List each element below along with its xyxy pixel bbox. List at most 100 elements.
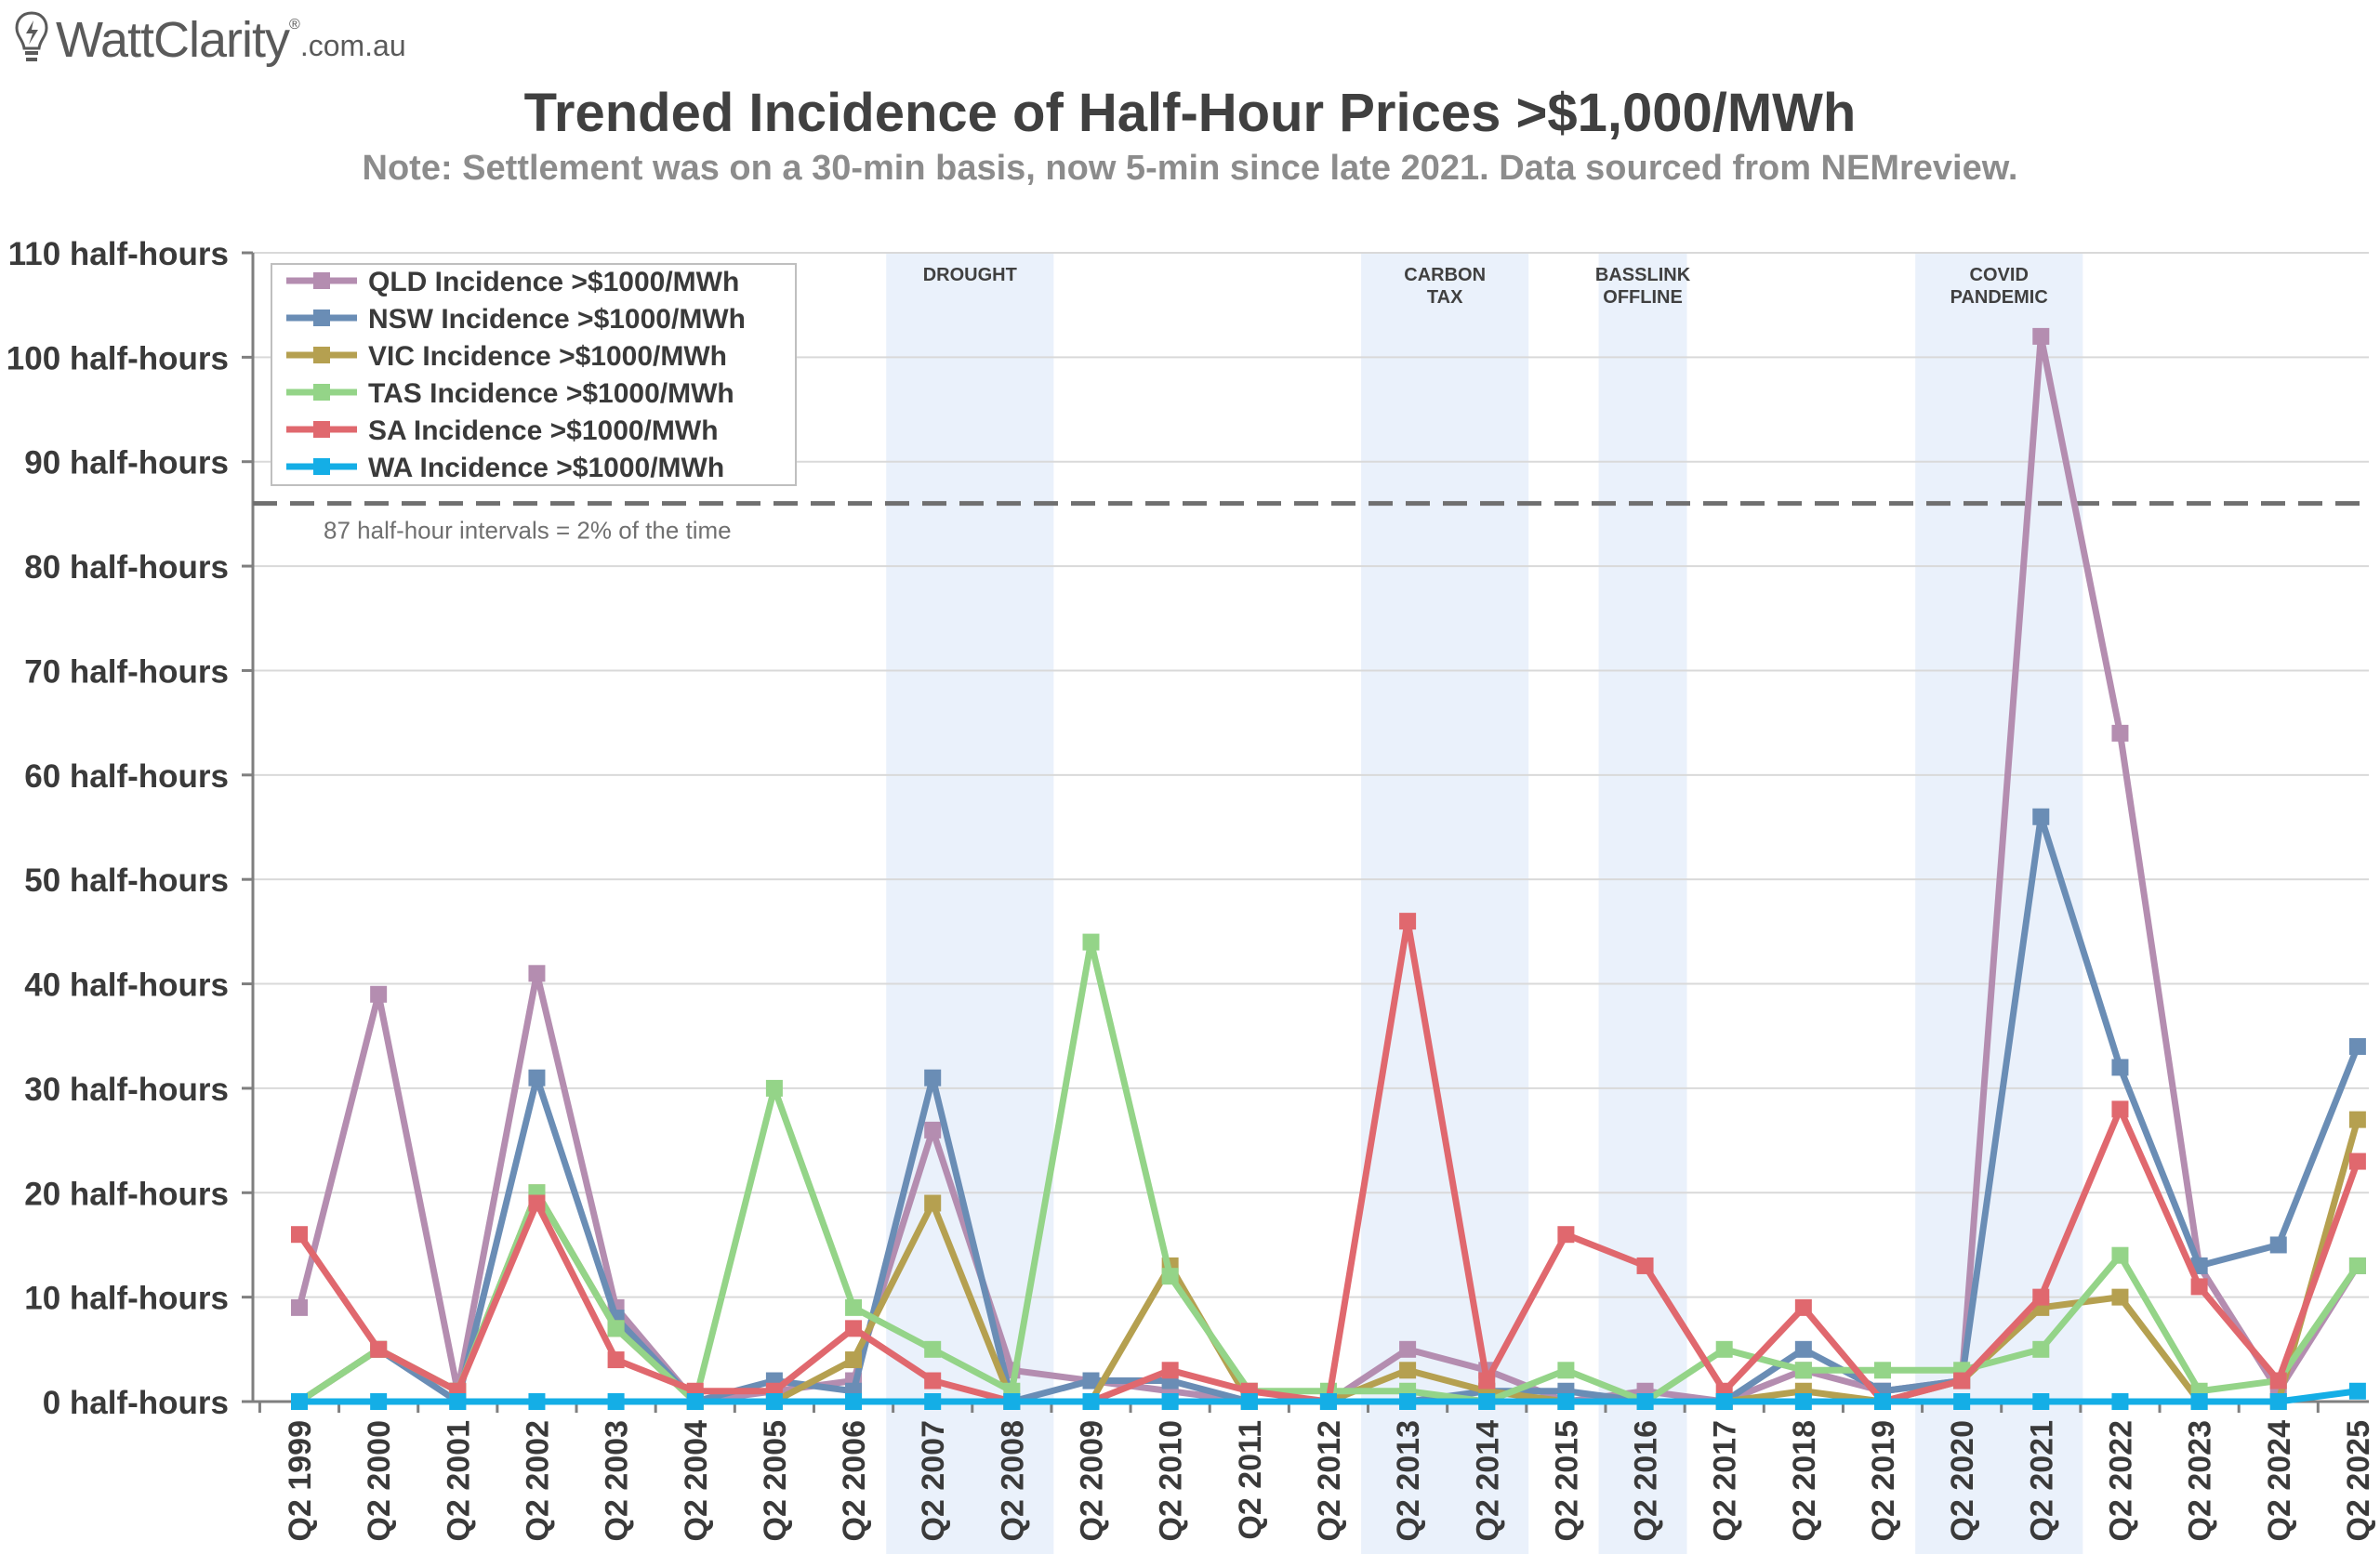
shaded-period-band xyxy=(1598,253,1687,1554)
series-group xyxy=(291,327,2366,1410)
data-point xyxy=(2348,1382,2366,1400)
y-tick-label: 100 half-hours xyxy=(7,340,229,376)
data-point xyxy=(2032,327,2050,345)
data-point xyxy=(2032,1288,2050,1306)
y-tick-label: 0 half-hours xyxy=(43,1385,229,1421)
tick-labels: 0 half-hours 10 half-hours 20 half-hours 30… xyxy=(7,236,2376,1541)
x-tick-label: Q2 2002 xyxy=(520,1420,555,1541)
legend-label: NSW Incidence >$1000/MWh xyxy=(368,304,746,335)
data-point xyxy=(924,1069,942,1086)
data-point xyxy=(924,1372,942,1389)
data-point xyxy=(1953,1372,1971,1389)
data-point xyxy=(2032,808,2050,825)
x-tick-label: Q2 2019 xyxy=(1866,1420,1901,1541)
shaded-period-label-line: TAX xyxy=(1427,287,1463,308)
x-tick-label: Q2 2018 xyxy=(1787,1420,1822,1541)
data-point xyxy=(291,1226,308,1244)
x-tick-label: Q2 2014 xyxy=(1470,1420,1505,1542)
data-point xyxy=(1953,1393,1971,1410)
data-point xyxy=(291,1298,308,1316)
shaded-period-label: COVID PANDEMIC xyxy=(1950,265,2048,308)
data-point xyxy=(1557,1226,1575,1244)
x-tick-label: Q2 2024 xyxy=(2262,1420,2297,1542)
data-point xyxy=(2032,1393,2050,1410)
shaded-periods: DROUGHT CARBON TAX BASSLINK OFFLINE COVID PAND… xyxy=(886,253,2083,1554)
data-point xyxy=(607,1393,625,1410)
x-tick-label: Q2 2013 xyxy=(1391,1420,1426,1541)
reference-line-group: 87 half-hour intervals = 2% of the time xyxy=(253,501,2369,545)
legend-box xyxy=(271,263,797,486)
y-tick-label: 30 half-hours xyxy=(24,1072,229,1108)
data-point xyxy=(2190,1393,2208,1410)
legend-swatch-marker xyxy=(313,421,330,438)
data-point xyxy=(1874,1393,1891,1410)
brand-domain: .com.au xyxy=(299,29,406,62)
data-point xyxy=(370,1340,388,1358)
shaded-period-label-line: OFFLINE xyxy=(1603,287,1683,308)
y-tick-label: 50 half-hours xyxy=(24,863,229,899)
x-tick-label: Q2 2003 xyxy=(600,1420,635,1541)
legend-swatch-marker xyxy=(313,272,330,289)
chart-title: Trended Incidence of Half-Hour Prices >$… xyxy=(523,83,1857,143)
data-point xyxy=(607,1320,625,1337)
x-tick-label: Q2 2000 xyxy=(362,1420,397,1541)
data-point xyxy=(2190,1278,2208,1296)
shaded-period-label-line: PANDEMIC xyxy=(1950,287,2048,308)
data-point xyxy=(607,1351,625,1369)
data-point xyxy=(1794,1393,1812,1410)
data-point xyxy=(2111,1100,2129,1118)
data-point xyxy=(1794,1362,1812,1379)
shaded-period-label-line: BASSLINK xyxy=(1595,265,1691,285)
data-point xyxy=(686,1393,704,1410)
x-tick-label: Q2 2015 xyxy=(1549,1420,1584,1541)
chart-subtitle: Note: Settlement was on a 30-min basis, … xyxy=(362,149,2018,188)
y-tick-label: 110 half-hours xyxy=(8,236,229,272)
data-point xyxy=(1399,913,1417,930)
data-point xyxy=(1715,1340,1733,1358)
shaded-period-label: BASSLINK OFFLINE xyxy=(1595,265,1691,308)
x-tick-label: Q2 2010 xyxy=(1154,1420,1189,1541)
data-point xyxy=(2269,1236,2287,1254)
x-tick-label: Q2 2025 xyxy=(2341,1420,2376,1541)
data-point xyxy=(924,1340,942,1358)
data-point xyxy=(1082,1393,1100,1410)
legend-swatch-marker xyxy=(313,458,330,475)
data-point xyxy=(1161,1362,1179,1379)
data-point xyxy=(1874,1362,1891,1379)
x-tick-label: Q2 2016 xyxy=(1629,1420,1664,1541)
data-point xyxy=(1161,1393,1179,1410)
data-point xyxy=(2348,1111,2366,1128)
y-tick-label: 70 half-hours xyxy=(24,653,229,690)
lightbulb-icon xyxy=(15,11,48,61)
x-tick-label: Q2 2022 xyxy=(2103,1420,2138,1541)
brand-logo: WattClarity ® .com.au xyxy=(13,7,406,72)
data-point xyxy=(370,985,388,1003)
legend-swatch-marker xyxy=(313,384,330,401)
data-point xyxy=(528,1194,546,1212)
data-point xyxy=(924,1393,942,1410)
data-point xyxy=(924,1194,942,1212)
data-point xyxy=(2111,1288,2129,1306)
data-point xyxy=(765,1393,783,1410)
data-point xyxy=(1399,1362,1417,1379)
shaded-period-label-line: COVID xyxy=(1970,265,2029,285)
reference-line-label: 87 half-hour intervals = 2% of the time xyxy=(324,517,732,545)
x-tick-label: Q2 2008 xyxy=(995,1420,1030,1541)
data-point xyxy=(1794,1340,1812,1358)
x-tick-label: Q2 2009 xyxy=(1075,1420,1110,1541)
data-point xyxy=(2269,1372,2287,1389)
data-point xyxy=(845,1393,863,1410)
data-point xyxy=(2032,1340,2050,1358)
x-tick-label: Q2 2007 xyxy=(916,1420,951,1541)
data-point xyxy=(449,1393,467,1410)
data-point xyxy=(1399,1393,1417,1410)
data-point xyxy=(1636,1257,1654,1274)
data-point xyxy=(845,1320,863,1337)
x-tick-label: Q2 2001 xyxy=(441,1420,476,1541)
data-point xyxy=(1161,1268,1179,1285)
x-tick-label: Q2 2011 xyxy=(1233,1420,1268,1540)
y-tick-label: 20 half-hours xyxy=(24,1176,229,1212)
shaded-period-label-line: CARBON xyxy=(1404,265,1486,285)
data-point xyxy=(2111,1393,2129,1410)
